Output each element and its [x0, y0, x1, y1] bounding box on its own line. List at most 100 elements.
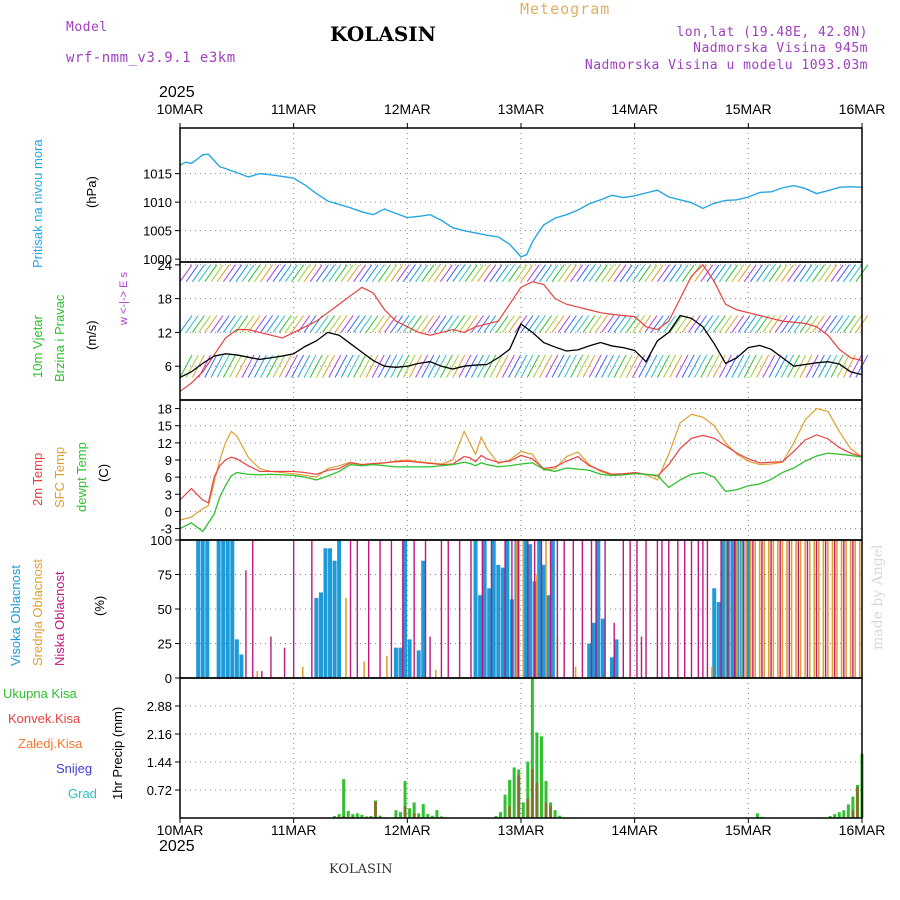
y-tick-label: 50 — [158, 602, 172, 617]
wind-barb — [291, 354, 305, 378]
low-cloud-bar — [429, 636, 431, 678]
wind-barb — [675, 264, 689, 283]
altitude-label: Nadmorska Visina 945m — [693, 41, 868, 56]
wind-barb — [774, 264, 788, 283]
wind-barb — [384, 264, 398, 283]
wind-barb — [601, 354, 615, 378]
y-tick-label: 6 — [165, 470, 172, 485]
total-precip-bar — [439, 816, 443, 818]
mid-cloud-bar — [536, 574, 538, 678]
wind-barb — [396, 264, 410, 283]
total-precip-bar — [503, 794, 507, 818]
wind-barb — [266, 264, 280, 283]
wind-barb — [185, 315, 199, 333]
wind-barb — [402, 264, 416, 283]
wind-barb — [768, 264, 782, 283]
wind-barb — [458, 264, 472, 283]
wind-barb — [818, 354, 832, 378]
total-precip-bar — [499, 812, 503, 818]
high-cloud-bar — [491, 540, 496, 678]
x-tick-label-top: 14MAR — [611, 101, 658, 117]
wind-barb — [607, 264, 621, 283]
high-cloud-bar — [546, 595, 551, 678]
wind-barb — [284, 264, 298, 283]
wind-barb — [377, 264, 391, 283]
y-tick-label: 1010 — [143, 195, 172, 210]
x-tick-label-bottom: 11MAR — [271, 822, 317, 838]
wind-barbs — [179, 264, 869, 378]
wind-barb — [811, 354, 825, 378]
wind-barb — [415, 315, 429, 333]
y-tick-label: 0.72 — [147, 783, 172, 798]
total-precip-bar — [417, 813, 421, 818]
wind-barb — [731, 315, 745, 333]
wind-barb — [390, 315, 404, 333]
total-precip-bar — [355, 813, 359, 818]
total-precip-bar — [558, 815, 562, 818]
wind-barb — [452, 264, 466, 283]
wind-barb — [787, 315, 801, 333]
high-cloud-bar — [421, 560, 426, 678]
wind-barb — [216, 354, 230, 378]
total-precip-bar — [530, 678, 534, 818]
wind-barb — [756, 354, 770, 378]
total-precip-bar — [535, 732, 539, 818]
wind-barb — [198, 264, 212, 283]
total-precip-bar — [539, 736, 543, 818]
wind-barb — [557, 354, 571, 378]
total-precip-bar — [394, 810, 398, 818]
wind-barb — [811, 264, 825, 283]
high-cloud-bar — [225, 540, 230, 678]
wind-barb — [793, 315, 807, 333]
wind-barb — [780, 354, 794, 378]
wind-barb — [501, 264, 515, 283]
wind-barb — [551, 264, 565, 283]
wind-barb — [272, 264, 286, 283]
wind-barb — [340, 315, 354, 333]
wind-barb — [353, 264, 367, 283]
wind-barb — [241, 264, 255, 283]
wind-barb — [632, 264, 646, 283]
wind-barb — [725, 315, 739, 333]
y-tick-label: 25 — [158, 637, 172, 652]
high-cloud-bar — [398, 647, 403, 678]
mid-cloud-bar — [724, 540, 727, 678]
high-cloud-bar — [496, 564, 501, 678]
wind-barb — [687, 315, 701, 333]
wind-barb — [787, 264, 801, 283]
low-cloud-bar — [733, 540, 736, 678]
low-cloud-bar — [311, 540, 313, 678]
wind-barb — [749, 315, 763, 333]
conv-precip-bar — [549, 806, 553, 818]
low-cloud-bar — [581, 540, 584, 678]
total-precip-bar — [842, 810, 846, 818]
wind-barb — [284, 315, 298, 333]
high-cloud-bar — [221, 540, 226, 678]
wind-barb — [576, 264, 590, 283]
wind-barb — [408, 315, 422, 333]
low-cloud-bar — [622, 540, 624, 678]
wind-barb — [260, 264, 274, 283]
wind-barb — [849, 264, 863, 283]
wind-barb — [632, 315, 646, 333]
wind-barb — [464, 315, 478, 333]
low-cloud-bar — [283, 647, 286, 678]
wind-barb — [427, 264, 441, 283]
conv-precip-bar — [412, 813, 416, 818]
mid-cloud-bar — [522, 540, 525, 678]
y-tick-label: 1005 — [143, 224, 172, 239]
wind-barb — [526, 264, 540, 283]
wind-barb — [359, 264, 373, 283]
wind-barb — [291, 264, 305, 283]
wind-barb — [526, 354, 540, 378]
wind-barb — [532, 264, 546, 283]
total-precip-bar — [526, 761, 530, 818]
low-cloud-bar — [245, 570, 247, 678]
y-tick-label: 75 — [158, 568, 172, 583]
x-tick-label-top: 10MAR — [157, 101, 204, 117]
x-tick-label-bottom: 15MAR — [725, 822, 772, 838]
wind-barb — [483, 315, 497, 333]
mid-cloud-bar — [786, 540, 788, 678]
low-cloud-bar — [702, 540, 704, 678]
